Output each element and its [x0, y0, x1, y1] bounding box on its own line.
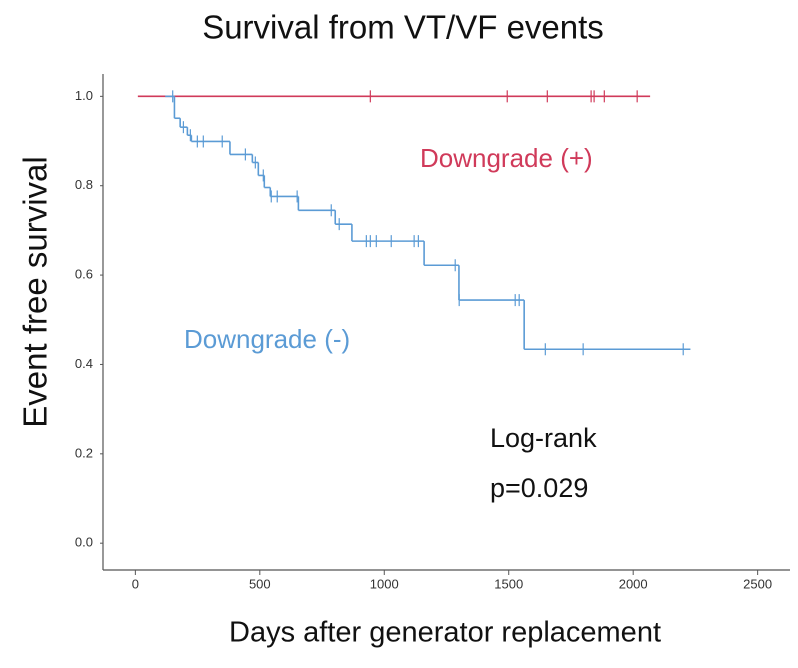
y-axis-label: Event free survival [17, 156, 54, 427]
x-tick-label: 2500 [743, 576, 772, 591]
x-tick-label: 500 [249, 576, 271, 591]
y-tick-label: 0.0 [75, 535, 93, 550]
x-tick-label: 2000 [619, 576, 648, 591]
y-tick-label: 0.4 [75, 356, 93, 371]
y-tick-label: 0.2 [75, 445, 93, 460]
annotation: p=0.029 [490, 473, 588, 503]
y-tick-label: 0.6 [75, 267, 93, 282]
chart-title: Survival from VT/VF events [202, 9, 604, 46]
series-label: Downgrade (+) [420, 143, 593, 173]
x-tick-label: 1000 [370, 576, 399, 591]
annotation: Log-rank [490, 423, 597, 453]
series-label: Downgrade (-) [184, 324, 350, 354]
y-tick-label: 1.0 [75, 88, 93, 103]
y-tick-label: 0.8 [75, 177, 93, 192]
x-tick-label: 1500 [494, 576, 523, 591]
x-tick-label: 0 [132, 576, 139, 591]
x-axis-label: Days after generator replacement [229, 617, 661, 649]
